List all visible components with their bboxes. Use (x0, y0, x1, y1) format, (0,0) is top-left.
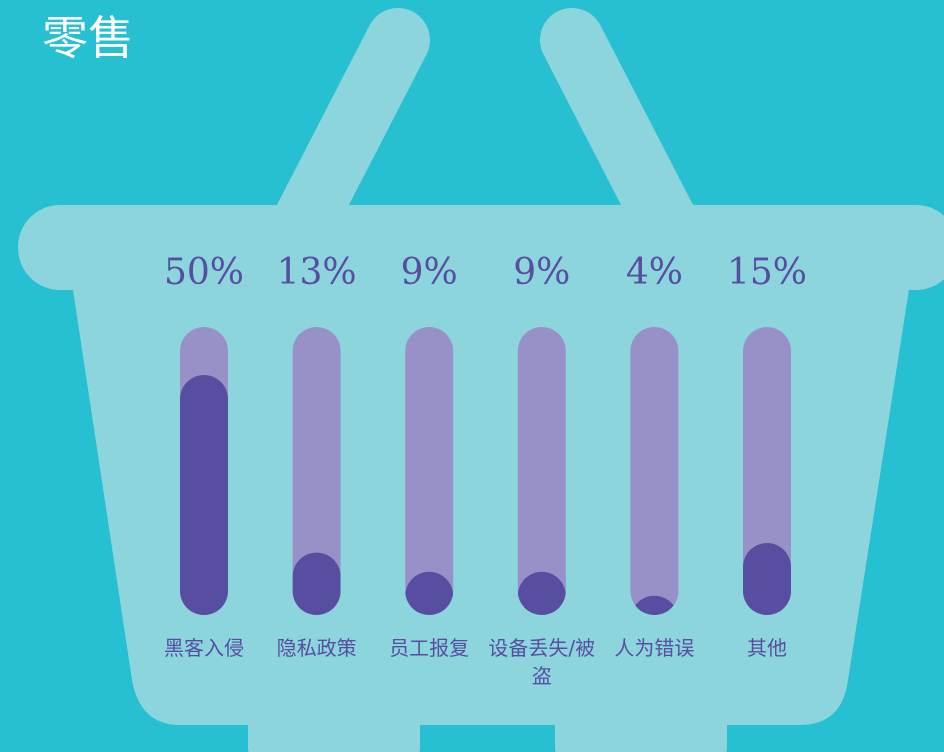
value-label: 50% (163, 252, 244, 293)
bar (180, 375, 228, 615)
bar-track (743, 327, 791, 615)
bar-track (292, 327, 341, 615)
category-label: 设备丢失/被盗 (488, 636, 596, 688)
category-label: 黑客入侵 (164, 636, 244, 660)
bar (292, 552, 341, 615)
bar (405, 571, 454, 615)
bar-track (517, 327, 566, 615)
bar (743, 543, 791, 615)
chart-title: 零售 (42, 11, 134, 65)
value-label: 15% (726, 252, 807, 293)
value-label: 4% (625, 252, 683, 293)
category-label: 隐私政策 (276, 636, 357, 660)
bar-track (630, 327, 679, 615)
category-label: 人为错误 (614, 636, 695, 660)
value-label: 9% (400, 252, 458, 293)
bar (517, 571, 566, 615)
basket (18, 8, 944, 752)
value-label: 9% (513, 252, 571, 293)
bar-track (405, 327, 454, 615)
category-label: 员工报复 (389, 636, 470, 660)
value-label: 13% (276, 252, 357, 293)
category-label: 其他 (747, 636, 787, 660)
